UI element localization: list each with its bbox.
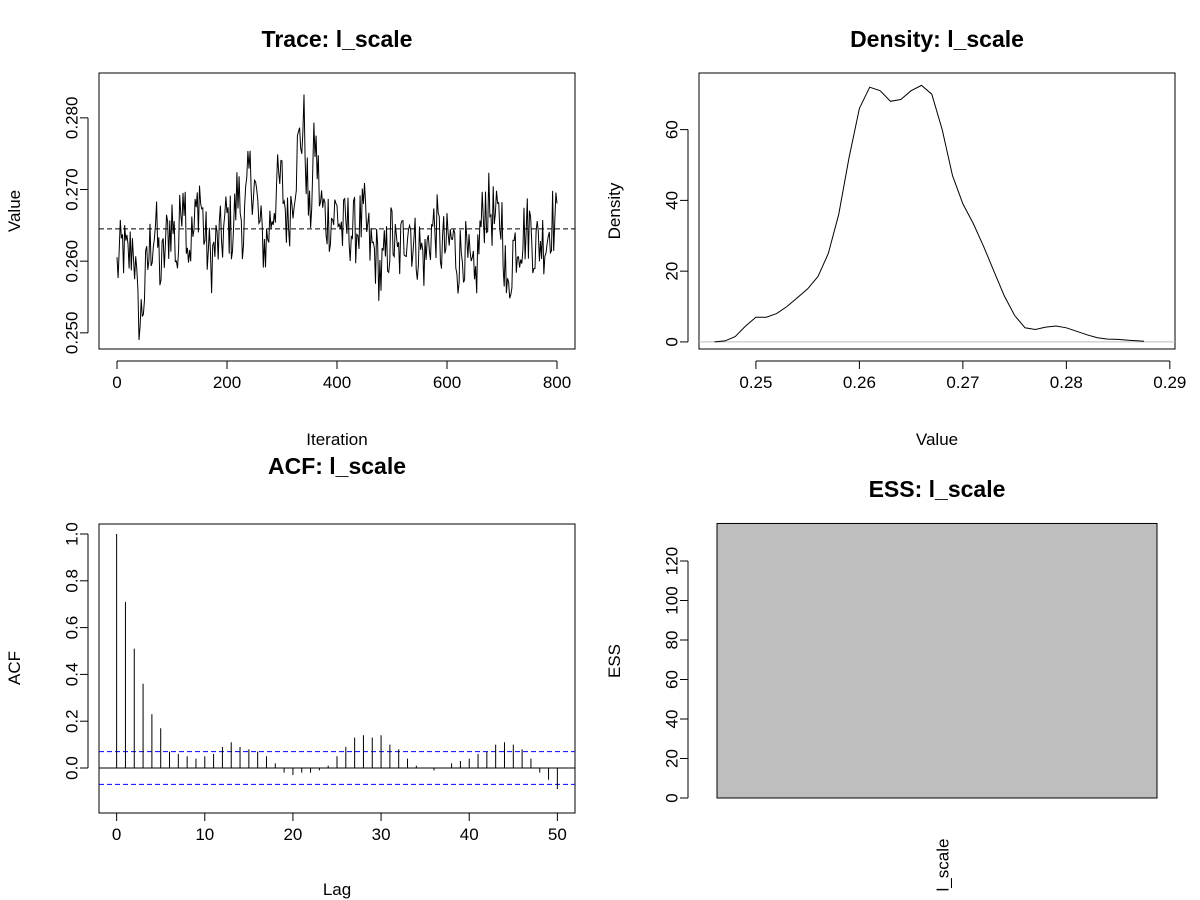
density-x-tick-label: 0.27 (946, 373, 979, 392)
acf-title: ACF: l_scale (268, 453, 406, 479)
acf-y-tick-label: 0.8 (62, 569, 81, 593)
trace-ylabel: Value (5, 190, 24, 232)
trace-y-tick-label: 0.280 (62, 97, 81, 140)
acf-x-tick-label: 0 (112, 825, 121, 844)
density-title: Density: l_scale (850, 26, 1024, 52)
density-y-tick-label: 0 (662, 337, 681, 346)
trace-y-tick-label: 0.270 (62, 168, 81, 211)
ess-y-tick-label: 120 (662, 547, 681, 575)
trace-x-tick-label: 200 (213, 373, 241, 392)
acf-x-tick-label: 10 (195, 825, 214, 844)
trace-x-tick-label: 400 (323, 373, 351, 392)
density-curve (714, 84, 1145, 343)
ess-ylabel: ESS (605, 644, 624, 678)
trace-title: Trace: l_scale (262, 26, 413, 52)
trace-x-tick-label: 600 (433, 373, 461, 392)
ess-bar (716, 522, 1158, 799)
density-plot-box (698, 72, 1176, 350)
acf-x-tick-label: 30 (372, 825, 391, 844)
ess-y-tick-label: 80 (662, 631, 681, 650)
trace-xlabel: Iteration (306, 430, 367, 449)
trace-plot-box (98, 72, 576, 350)
trace-y-tick-label: 0.260 (62, 240, 81, 283)
density-axes: 0.25 0.26 0.27 0.28 0.29 0 20 40 60 (662, 120, 1186, 392)
ess-y-tick-label: 40 (662, 710, 681, 729)
acf-xlabel: Lag (323, 880, 351, 899)
acf-bars (116, 534, 558, 790)
trace-panel: Trace: l_scale 0 200 400 600 800 0.250 0.260 0.… (5, 26, 576, 449)
density-xlabel: Value (916, 430, 958, 449)
trace-axes: 0 200 400 600 800 0.250 0.260 0.270 0.280 (62, 97, 571, 392)
ess-y-tick-label: 0 (662, 793, 681, 802)
acf-y-tick-label: 1.0 (62, 522, 81, 546)
density-y-tick-label: 40 (662, 191, 681, 210)
trace-x-tick-label: 800 (543, 373, 571, 392)
acf-plot-box (98, 523, 576, 814)
density-x-tick-label: 0.29 (1153, 373, 1186, 392)
trace-x-tick-label: 0 (112, 373, 121, 392)
ess-title: ESS: l_scale (869, 476, 1006, 502)
ess-panel: ESS: l_scale 0 20 40 60 80 100 120 l_scale ESS (605, 476, 1158, 892)
ess-axes: 0 20 40 60 80 100 120 (662, 547, 689, 803)
density-x-tick-label: 0.25 (739, 373, 772, 392)
ess-y-tick-label: 60 (662, 670, 681, 689)
ess-category-label: l_scale (933, 839, 952, 892)
ess-y-tick-label: 20 (662, 749, 681, 768)
density-y-tick-label: 60 (662, 120, 681, 139)
acf-ylabel: ACF (5, 651, 24, 685)
acf-x-tick-label: 40 (460, 825, 479, 844)
ess-y-tick-label: 100 (662, 586, 681, 614)
acf-y-tick-label: 0.4 (62, 663, 81, 687)
trace-series-line (116, 94, 558, 341)
acf-x-tick-label: 20 (283, 825, 302, 844)
acf-y-tick-label: 0.6 (62, 616, 81, 640)
density-y-tick-label: 20 (662, 262, 681, 281)
acf-y-tick-label: 0.2 (62, 709, 81, 733)
density-ylabel: Density (605, 182, 624, 239)
acf-axes: 0 10 20 30 40 50 0.0 0.2 0.4 0.6 0.8 1.0 (62, 522, 566, 844)
density-panel: Density: l_scale 0.25 0.26 0.27 0.28 0.29 0 20… (605, 26, 1186, 449)
density-x-tick-label: 0.28 (1050, 373, 1083, 392)
acf-panel: ACF: l_scale 0 10 20 30 40 50 0.0 0.2 0.4 0.6 0.8 1… (5, 453, 576, 899)
acf-x-tick-label: 50 (548, 825, 567, 844)
trace-y-tick-label: 0.250 (62, 312, 81, 355)
acf-y-tick-label: 0.0 (62, 756, 81, 780)
density-x-tick-label: 0.26 (843, 373, 876, 392)
